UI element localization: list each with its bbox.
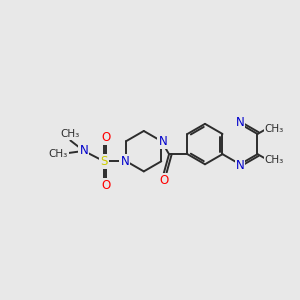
Text: CH₃: CH₃ bbox=[60, 129, 79, 139]
Text: CH₃: CH₃ bbox=[265, 124, 284, 134]
Text: N: N bbox=[236, 159, 244, 172]
Text: CH₃: CH₃ bbox=[49, 149, 68, 160]
Text: N: N bbox=[80, 144, 88, 158]
Text: O: O bbox=[159, 173, 168, 187]
Text: N: N bbox=[158, 135, 167, 148]
Text: O: O bbox=[102, 178, 111, 192]
Text: S: S bbox=[100, 155, 108, 168]
Text: O: O bbox=[102, 131, 111, 144]
Text: N: N bbox=[236, 116, 244, 129]
Text: N: N bbox=[120, 155, 129, 168]
Text: CH₃: CH₃ bbox=[265, 154, 284, 164]
